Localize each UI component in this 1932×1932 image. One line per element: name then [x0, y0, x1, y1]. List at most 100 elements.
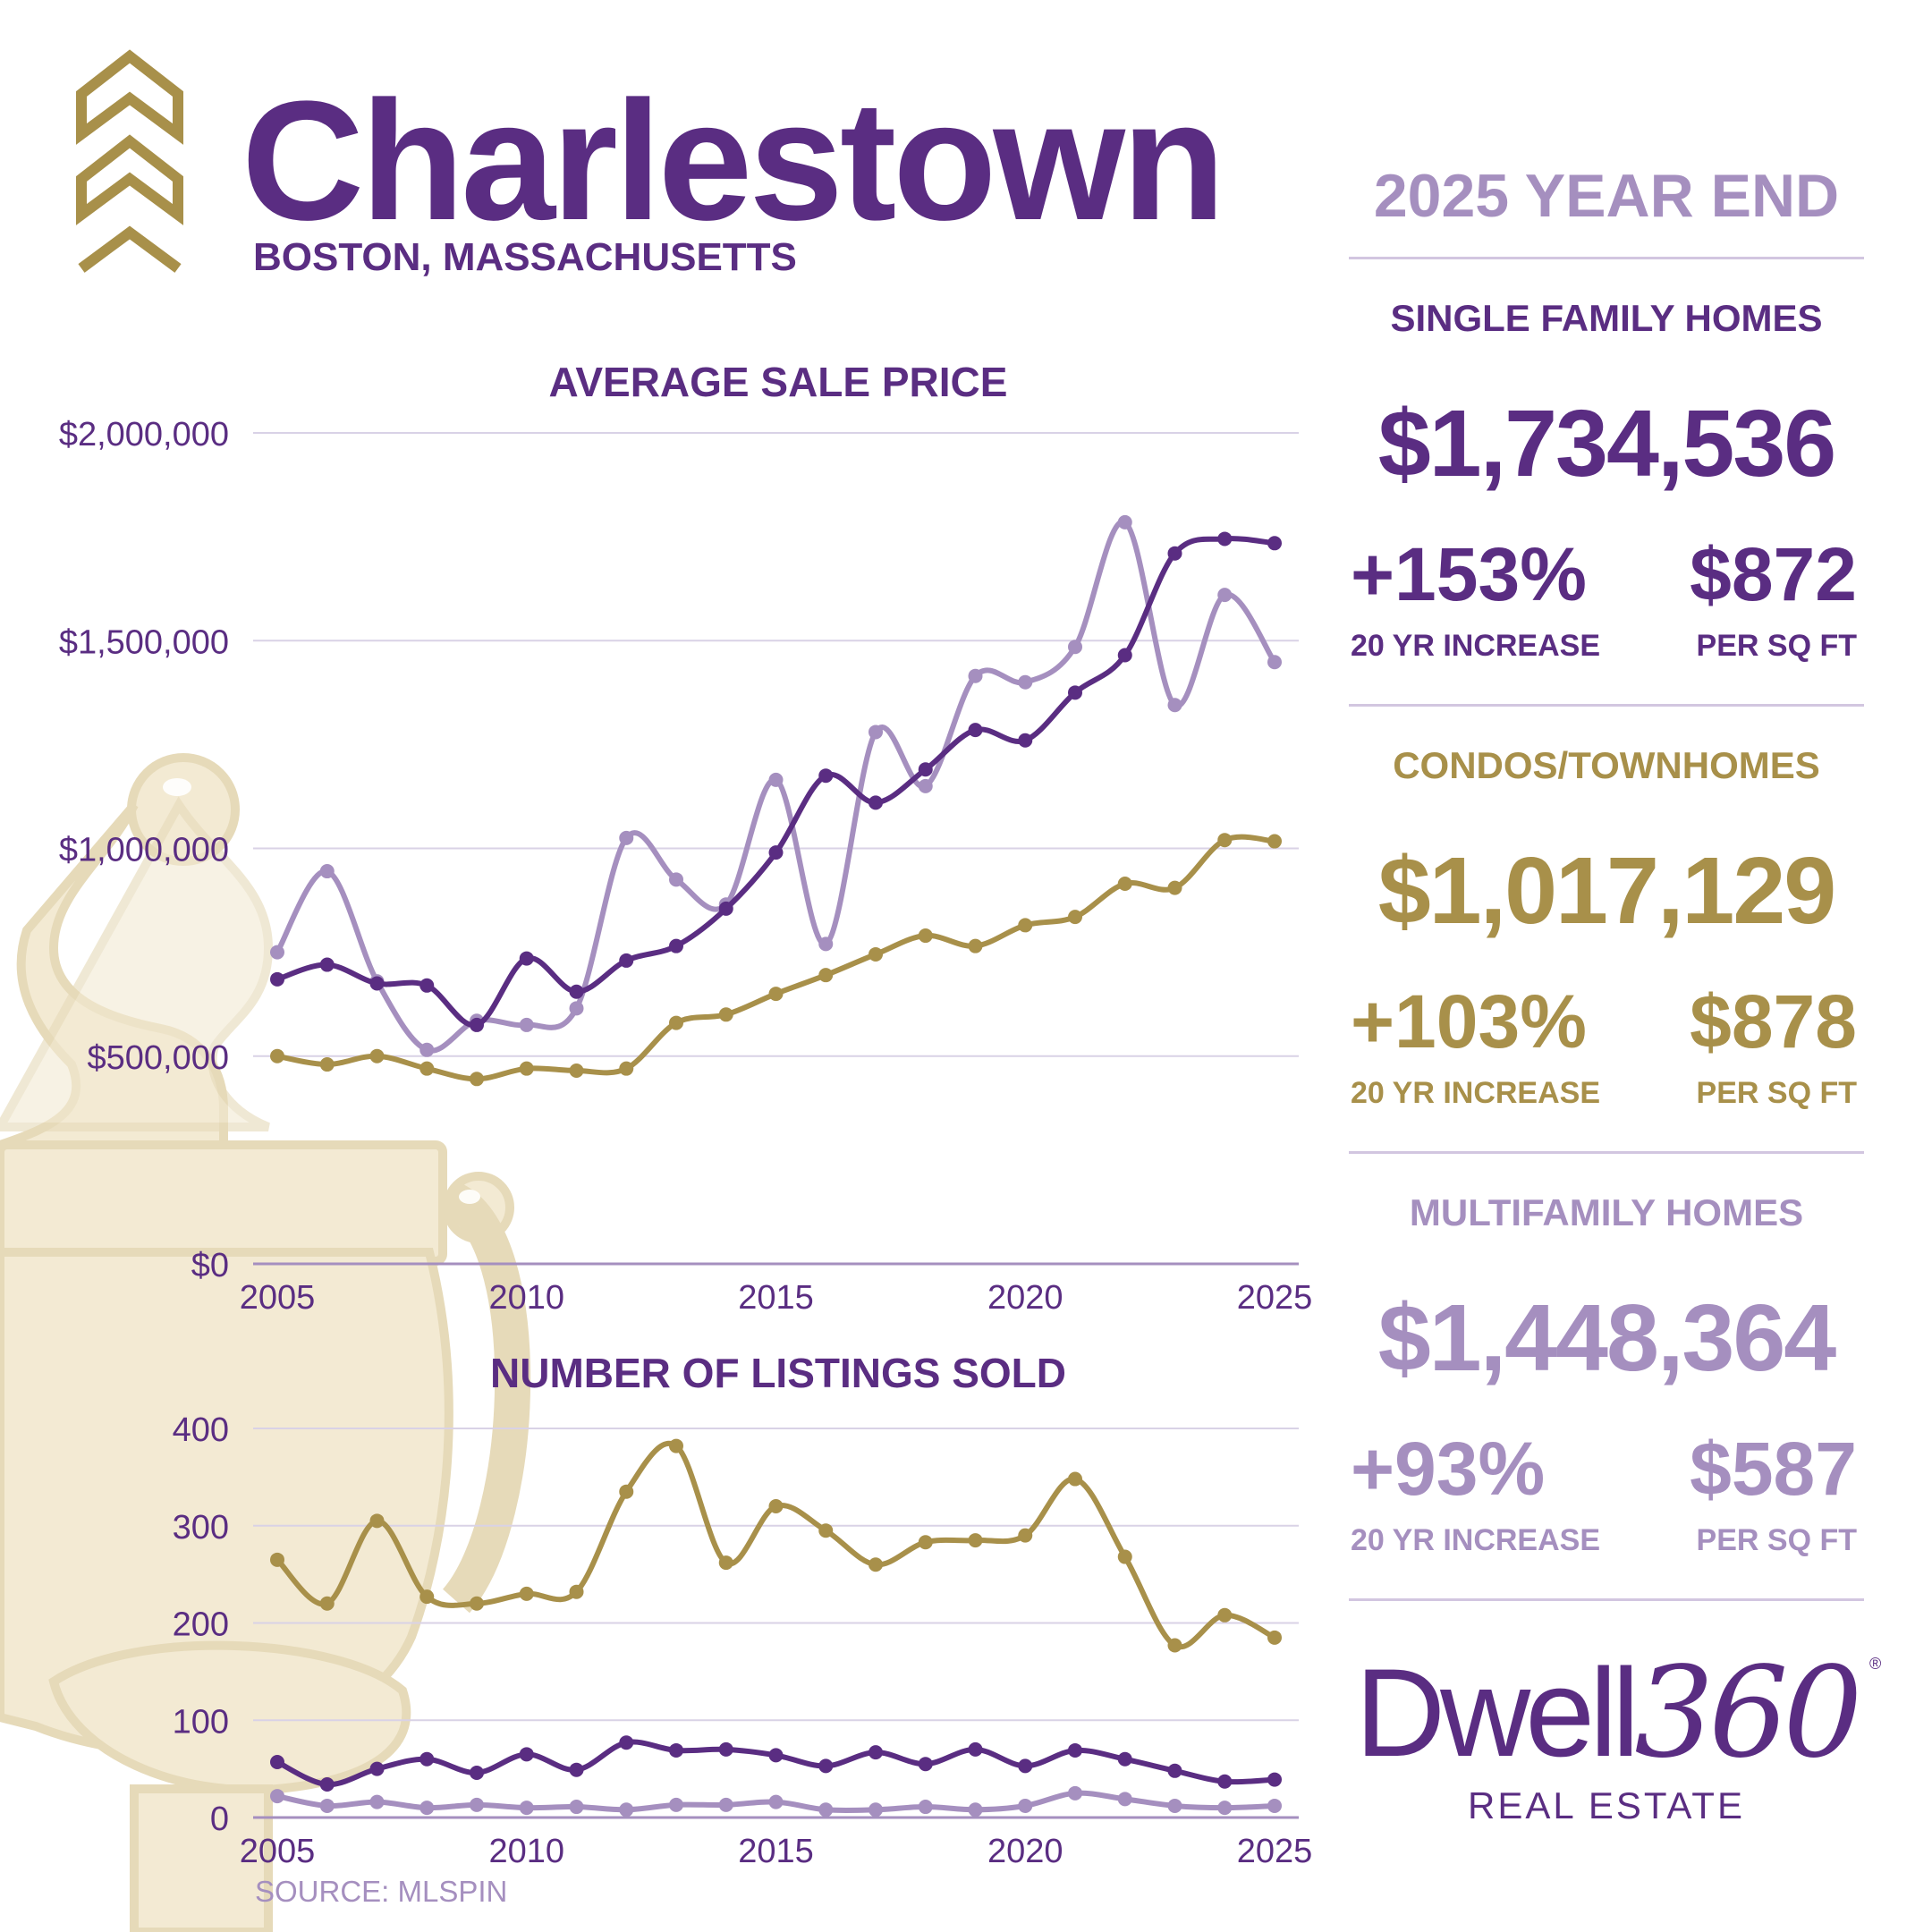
single-family-ppsf: $872 [1690, 532, 1857, 616]
data-point-single_family [968, 723, 983, 738]
data-point-condos [869, 1557, 883, 1572]
data-point-single_family [869, 1745, 883, 1760]
data-point-condos [1068, 1471, 1082, 1487]
data-point-condos [270, 1552, 284, 1567]
brand-word: Dwell [1355, 1642, 1640, 1783]
data-point-single_family [1267, 536, 1282, 551]
data-point-single_family [569, 1762, 584, 1777]
data-point-condos [768, 1499, 784, 1513]
data-point-condos [319, 1596, 335, 1611]
data-point-single_family [1167, 1763, 1182, 1778]
data-point-multifamily [1267, 1798, 1282, 1813]
data-point-multifamily [968, 668, 983, 683]
brand-tagline: REAL ESTATE [1468, 1784, 1745, 1826]
data-point-single_family [369, 976, 385, 991]
divider [1349, 1598, 1864, 1601]
data-point-single_family [619, 953, 634, 968]
data-point-single_family [1267, 1772, 1282, 1787]
chart-title-average-sale-price: AVERAGE SALE PRICE [548, 359, 1008, 405]
data-point-condos [1167, 1638, 1182, 1653]
data-point-single_family [270, 1755, 284, 1770]
data-point-condos [718, 1555, 733, 1571]
data-point-multifamily [1117, 514, 1132, 530]
condos-ppsf-label: PER SQ FT [1696, 1076, 1857, 1110]
data-point-single_family [669, 938, 683, 953]
data-point-multifamily [718, 1797, 733, 1812]
condos-price: $1,017,129 [1377, 838, 1837, 944]
data-point-condos [1267, 834, 1282, 849]
x-tick-label: 2010 [488, 1833, 564, 1870]
brand-logo: Dwell360 [1355, 1650, 1863, 1776]
data-point-condos [1267, 1630, 1282, 1645]
data-point-condos [569, 1584, 584, 1599]
data-point-condos [918, 928, 933, 944]
data-point-condos [470, 1596, 484, 1611]
data-point-condos [1217, 833, 1233, 848]
data-point-multifamily [319, 864, 335, 879]
y-tick-label: 300 [173, 1509, 229, 1546]
multifamily-increase-label: 20 YR INCREASE [1351, 1523, 1601, 1557]
data-point-multifamily [519, 1801, 534, 1816]
data-point-condos [968, 938, 983, 953]
data-point-multifamily [1217, 1801, 1233, 1816]
data-point-single_family [918, 1757, 933, 1772]
data-point-multifamily [1217, 588, 1233, 603]
single-family-ppsf-label: PER SQ FT [1696, 629, 1857, 663]
series-line-single_family [275, 536, 1277, 1029]
chart-title-listings-sold: NUMBER OF LISTINGS SOLD [490, 1350, 1066, 1396]
divider [1349, 1151, 1864, 1154]
y-tick-label: 200 [173, 1606, 229, 1644]
registered-mark: ® [1869, 1655, 1882, 1673]
data-point-single_family [569, 984, 584, 999]
x-tick-label: 2025 [1237, 1833, 1313, 1870]
data-point-condos [669, 1438, 683, 1453]
data-point-condos [319, 1057, 335, 1072]
data-point-single_family [470, 1765, 484, 1780]
data-point-single_family [818, 768, 834, 784]
data-point-multifamily [818, 936, 834, 952]
data-point-multifamily [1167, 698, 1182, 713]
y-tick-label: $2,000,000 [59, 416, 229, 453]
data-point-multifamily [1068, 1785, 1082, 1801]
data-point-condos [619, 1484, 634, 1499]
multifamily-ppsf-label: PER SQ FT [1696, 1523, 1857, 1557]
data-point-single_family [319, 957, 335, 972]
data-point-multifamily [519, 1017, 534, 1032]
data-point-condos [1018, 918, 1033, 933]
data-point-single_family [1068, 685, 1082, 700]
data-point-condos [569, 1063, 584, 1079]
multifamily-price: $1,448,364 [1377, 1285, 1837, 1391]
data-point-multifamily [270, 1789, 284, 1804]
x-tick-label: 2020 [987, 1833, 1063, 1870]
data-point-multifamily [270, 945, 284, 960]
data-point-condos [419, 1589, 435, 1605]
multifamily-title: MULTIFAMILY HOMES [1409, 1191, 1804, 1233]
data-point-multifamily [669, 1797, 683, 1812]
data-point-multifamily [419, 1042, 435, 1057]
data-point-condos [768, 987, 784, 1002]
data-point-single_family [519, 951, 534, 966]
data-point-single_family [768, 845, 784, 860]
data-point-single_family [1018, 1758, 1033, 1774]
data-point-condos [470, 1072, 484, 1087]
data-point-single_family [519, 1747, 534, 1762]
data-point-multifamily [1267, 655, 1282, 670]
data-point-multifamily [818, 1802, 834, 1818]
data-point-condos [1167, 880, 1182, 895]
data-point-multifamily [1018, 674, 1033, 690]
average-sale-price-chart: $0 $500,000 $1,000,000 $1,500,000 $2,000,000… [59, 416, 1312, 1317]
data-point-single_family [1068, 1742, 1082, 1758]
page-subtitle: BOSTON, MASSACHUSETTS [253, 235, 797, 279]
brand-number: 360 [1634, 1640, 1862, 1786]
data-point-condos [718, 1007, 733, 1022]
y-tick-label: $500,000 [88, 1039, 230, 1077]
data-point-condos [619, 1061, 634, 1076]
data-point-condos [918, 1535, 933, 1550]
data-point-condos [1068, 910, 1082, 925]
data-point-multifamily [1117, 1792, 1132, 1807]
data-point-single_family [918, 762, 933, 777]
data-point-condos [369, 1048, 385, 1063]
y-tick-label: $1,000,000 [59, 832, 229, 869]
data-point-single_family [319, 1777, 335, 1792]
data-point-single_family [1117, 1751, 1132, 1767]
